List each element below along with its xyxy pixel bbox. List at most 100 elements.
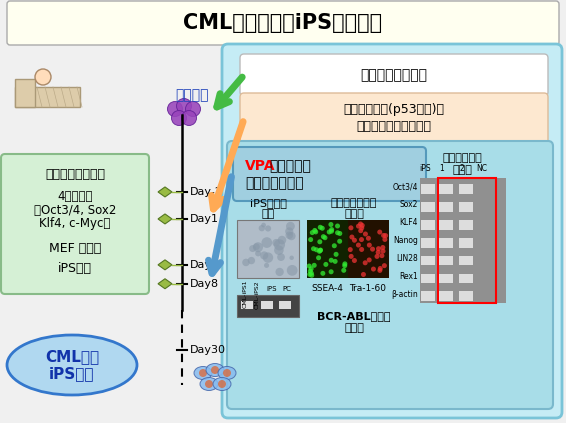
FancyBboxPatch shape bbox=[227, 141, 553, 409]
Circle shape bbox=[333, 252, 338, 257]
Circle shape bbox=[171, 110, 187, 126]
Text: Oct3/4: Oct3/4 bbox=[392, 182, 418, 192]
Circle shape bbox=[274, 245, 284, 255]
Circle shape bbox=[287, 232, 295, 240]
Circle shape bbox=[274, 239, 285, 250]
Circle shape bbox=[359, 225, 365, 231]
Bar bbox=[439, 274, 453, 283]
Ellipse shape bbox=[206, 363, 224, 376]
Circle shape bbox=[318, 248, 323, 253]
Circle shape bbox=[199, 369, 207, 377]
Circle shape bbox=[335, 223, 340, 228]
Circle shape bbox=[379, 253, 384, 258]
Bar bbox=[421, 255, 435, 266]
Text: MEF 共培養: MEF 共培養 bbox=[49, 242, 101, 255]
Text: Nanog: Nanog bbox=[393, 236, 418, 245]
Text: CML-iPS2: CML-iPS2 bbox=[255, 280, 259, 309]
Circle shape bbox=[342, 263, 347, 268]
Circle shape bbox=[289, 255, 294, 260]
Text: Day30: Day30 bbox=[190, 345, 226, 355]
Text: CML細胞由来のiPS細胞樹立: CML細胞由来のiPS細胞樹立 bbox=[183, 13, 383, 33]
Text: Tra-1-60: Tra-1-60 bbox=[349, 284, 387, 293]
Bar bbox=[15, 87, 80, 107]
Text: iPS培地: iPS培地 bbox=[58, 261, 92, 275]
Circle shape bbox=[317, 249, 322, 254]
Circle shape bbox=[358, 228, 363, 233]
Circle shape bbox=[370, 247, 375, 252]
Circle shape bbox=[318, 239, 322, 244]
Circle shape bbox=[335, 230, 340, 235]
Bar bbox=[421, 220, 435, 230]
Circle shape bbox=[337, 239, 342, 244]
Bar bbox=[237, 220, 299, 278]
Circle shape bbox=[361, 272, 366, 277]
Circle shape bbox=[35, 69, 51, 85]
Circle shape bbox=[329, 227, 334, 232]
Circle shape bbox=[381, 233, 386, 238]
Text: PC: PC bbox=[282, 286, 291, 292]
Circle shape bbox=[312, 228, 318, 233]
Circle shape bbox=[177, 99, 191, 113]
Circle shape bbox=[321, 234, 326, 239]
Circle shape bbox=[327, 230, 332, 234]
Circle shape bbox=[378, 266, 383, 271]
FancyBboxPatch shape bbox=[222, 44, 562, 418]
Circle shape bbox=[313, 229, 318, 234]
Bar bbox=[348, 220, 389, 278]
Text: の発現: の発現 bbox=[344, 209, 364, 219]
Circle shape bbox=[272, 239, 280, 247]
Text: β-actin: β-actin bbox=[391, 290, 418, 299]
Circle shape bbox=[332, 243, 337, 248]
Text: iPS: iPS bbox=[419, 164, 431, 173]
Circle shape bbox=[314, 247, 319, 252]
Text: Day1: Day1 bbox=[190, 214, 219, 224]
Circle shape bbox=[308, 269, 313, 274]
Text: （Oct3/4, Sox2: （Oct3/4, Sox2 bbox=[34, 203, 116, 217]
Circle shape bbox=[259, 225, 265, 231]
FancyBboxPatch shape bbox=[1, 154, 149, 294]
Polygon shape bbox=[158, 279, 172, 289]
Text: NC: NC bbox=[477, 164, 487, 173]
Circle shape bbox=[323, 262, 328, 267]
Circle shape bbox=[285, 227, 293, 236]
Circle shape bbox=[380, 245, 385, 250]
Text: 一時的なノックダウン: 一時的なノックダウン bbox=[357, 120, 431, 132]
FancyBboxPatch shape bbox=[233, 147, 426, 201]
Text: Rex1: Rex1 bbox=[399, 272, 418, 281]
Circle shape bbox=[186, 102, 200, 116]
Circle shape bbox=[375, 254, 379, 259]
Circle shape bbox=[182, 110, 196, 126]
Circle shape bbox=[242, 259, 250, 266]
Circle shape bbox=[329, 229, 334, 234]
Circle shape bbox=[378, 268, 383, 273]
Text: 2: 2 bbox=[460, 164, 464, 173]
Circle shape bbox=[349, 225, 353, 231]
Bar bbox=[421, 184, 435, 194]
Bar bbox=[459, 202, 473, 212]
Ellipse shape bbox=[200, 377, 218, 390]
Circle shape bbox=[276, 268, 284, 276]
Text: Klf4, c-Myc）: Klf4, c-Myc） bbox=[39, 217, 111, 231]
Polygon shape bbox=[158, 214, 172, 224]
Circle shape bbox=[205, 380, 213, 388]
Circle shape bbox=[285, 231, 293, 239]
Circle shape bbox=[371, 266, 376, 272]
Circle shape bbox=[359, 237, 364, 242]
Bar bbox=[459, 291, 473, 301]
Circle shape bbox=[307, 264, 312, 269]
Text: 樹立効率の改善: 樹立効率の改善 bbox=[245, 176, 303, 190]
Circle shape bbox=[320, 271, 325, 276]
Text: LIN28: LIN28 bbox=[396, 254, 418, 263]
Circle shape bbox=[311, 246, 316, 251]
Circle shape bbox=[316, 255, 321, 260]
Ellipse shape bbox=[213, 377, 231, 390]
Circle shape bbox=[265, 225, 271, 231]
Circle shape bbox=[363, 231, 368, 236]
Bar bbox=[261, 301, 273, 309]
Circle shape bbox=[263, 253, 273, 263]
Text: Sox2: Sox2 bbox=[400, 200, 418, 209]
Text: iPS細胞の: iPS細胞の bbox=[250, 198, 286, 208]
Bar bbox=[420, 178, 506, 303]
Circle shape bbox=[312, 263, 317, 268]
Bar bbox=[421, 202, 435, 212]
